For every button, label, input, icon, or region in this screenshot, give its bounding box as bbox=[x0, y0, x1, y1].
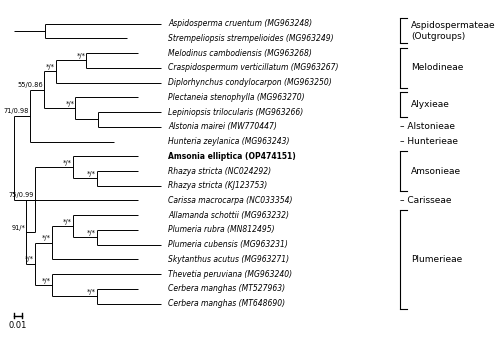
Text: Alyxieae: Alyxieae bbox=[411, 100, 450, 109]
Text: Aspidospermateae
(Outgroups): Aspidospermateae (Outgroups) bbox=[411, 21, 496, 41]
Text: */*: */* bbox=[42, 235, 51, 241]
Text: Rhazya stricta (KJ123753): Rhazya stricta (KJ123753) bbox=[168, 181, 268, 190]
Text: */*: */* bbox=[42, 278, 51, 284]
Text: Craspidospermum verticillatum (MG963267): Craspidospermum verticillatum (MG963267) bbox=[168, 63, 339, 72]
Text: */*: */* bbox=[46, 64, 54, 70]
Text: Plectaneia stenophylla (MG963270): Plectaneia stenophylla (MG963270) bbox=[168, 93, 305, 102]
Text: */*: */* bbox=[86, 289, 96, 294]
Text: Alstonia mairei (MW770447): Alstonia mairei (MW770447) bbox=[168, 122, 278, 131]
Text: 91/*: 91/* bbox=[12, 225, 26, 231]
Text: – Alstonieae: – Alstonieae bbox=[400, 122, 455, 131]
Text: Lepiniopsis trilocularis (MG963266): Lepiniopsis trilocularis (MG963266) bbox=[168, 107, 304, 117]
Text: Plumeria rubra (MN812495): Plumeria rubra (MN812495) bbox=[168, 225, 275, 235]
Text: 55/0.86: 55/0.86 bbox=[17, 82, 42, 88]
Text: Skytanthus acutus (MG963271): Skytanthus acutus (MG963271) bbox=[168, 255, 290, 264]
Text: Plumeria cubensis (MG963231): Plumeria cubensis (MG963231) bbox=[168, 240, 288, 249]
Text: Plumerieae: Plumerieae bbox=[411, 255, 463, 264]
Text: – Carisseae: – Carisseae bbox=[400, 196, 452, 205]
Text: Amsonia elliptica (OP474151): Amsonia elliptica (OP474151) bbox=[168, 152, 296, 161]
Text: Allamanda schottii (MG963232): Allamanda schottii (MG963232) bbox=[168, 211, 290, 220]
Text: – Hunterieae: – Hunterieae bbox=[400, 137, 458, 146]
Text: */*: */* bbox=[63, 159, 72, 166]
Text: */*: */* bbox=[86, 229, 96, 236]
Text: Thevetia peruviana (MG963240): Thevetia peruviana (MG963240) bbox=[168, 270, 292, 279]
Text: Hunteria zeylanica (MG963243): Hunteria zeylanica (MG963243) bbox=[168, 137, 290, 146]
Text: Aspidosperma cruentum (MG963248): Aspidosperma cruentum (MG963248) bbox=[168, 19, 312, 28]
Text: 75/0.99: 75/0.99 bbox=[9, 192, 34, 198]
Text: Melodineae: Melodineae bbox=[411, 63, 464, 72]
Text: */*: */* bbox=[76, 53, 86, 58]
Text: */*: */* bbox=[25, 256, 34, 262]
Text: 0.01: 0.01 bbox=[8, 321, 27, 330]
Text: Cerbera manghas (MT527963): Cerbera manghas (MT527963) bbox=[168, 285, 286, 293]
Text: 71/0.98: 71/0.98 bbox=[4, 108, 29, 114]
Text: Diplorhynchus condylocarpon (MG963250): Diplorhynchus condylocarpon (MG963250) bbox=[168, 78, 332, 87]
Text: Strempeliopsis strempelioides (MG963249): Strempeliopsis strempelioides (MG963249) bbox=[168, 34, 334, 43]
Text: */*: */* bbox=[63, 219, 72, 225]
Text: Carissa macrocarpa (NC033354): Carissa macrocarpa (NC033354) bbox=[168, 196, 293, 205]
Text: Rhazya stricta (NC024292): Rhazya stricta (NC024292) bbox=[168, 167, 272, 175]
Text: */*: */* bbox=[66, 101, 74, 107]
Text: Melodinus cambodiensis (MG963268): Melodinus cambodiensis (MG963268) bbox=[168, 49, 312, 57]
Text: Cerbera manghas (MT648690): Cerbera manghas (MT648690) bbox=[168, 299, 286, 308]
Text: */*: */* bbox=[86, 171, 96, 176]
Text: Amsonieae: Amsonieae bbox=[411, 167, 462, 175]
